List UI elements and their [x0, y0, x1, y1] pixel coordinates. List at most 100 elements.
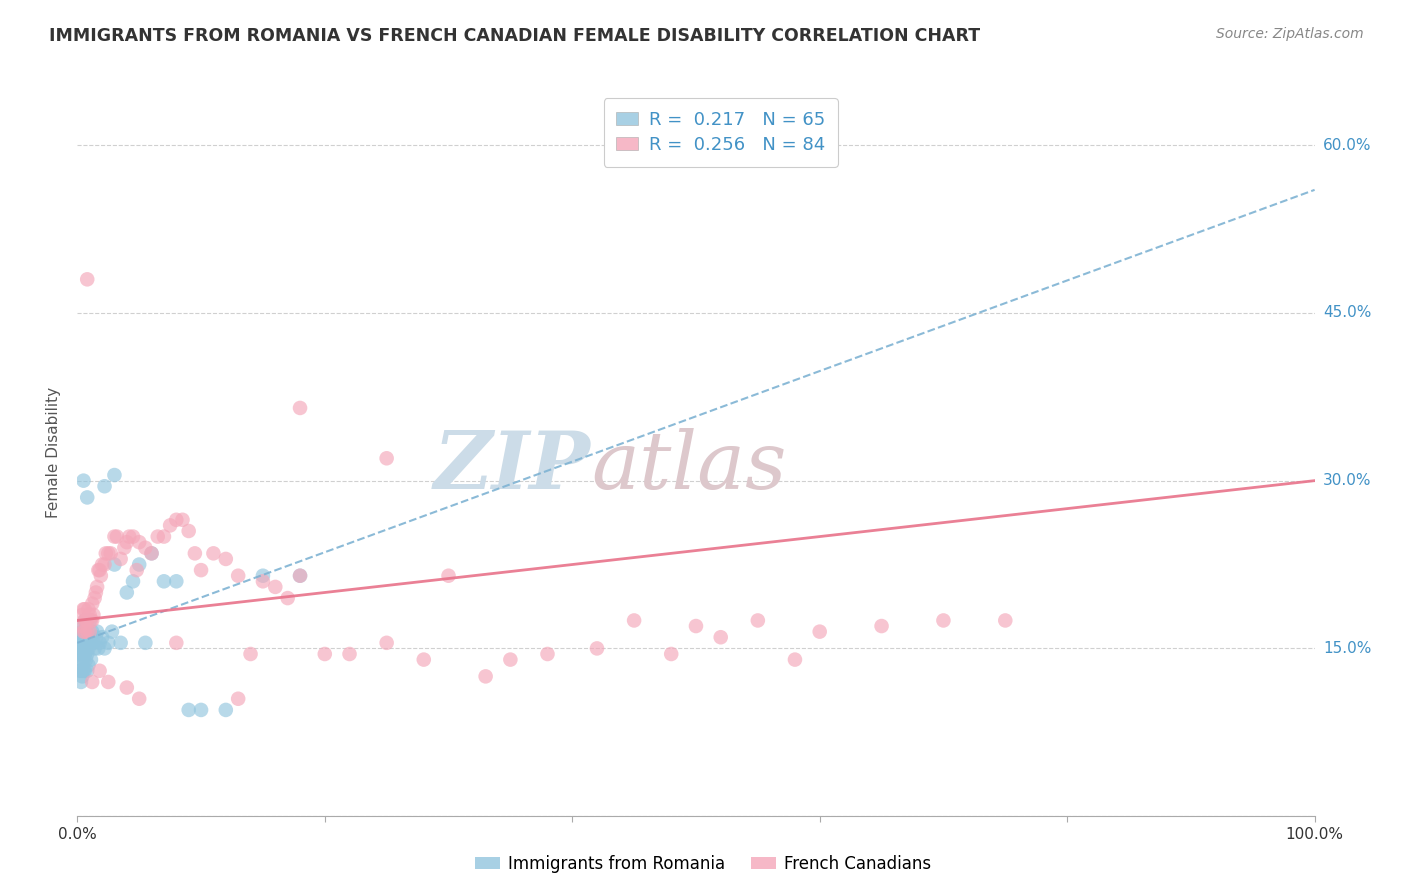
Point	[165, 636, 187, 650]
Point	[122, 574, 145, 589]
Point	[80, 636, 103, 650]
Point	[86, 624, 108, 639]
Point	[239, 647, 262, 661]
Point	[184, 546, 207, 560]
Point	[128, 691, 150, 706]
Point	[932, 614, 955, 628]
Point	[115, 681, 138, 695]
Point	[79, 614, 101, 628]
Point	[72, 607, 94, 622]
Text: ZIP: ZIP	[434, 428, 591, 506]
Point	[153, 574, 176, 589]
Point	[73, 624, 96, 639]
Point	[77, 602, 100, 616]
Point	[165, 574, 187, 589]
Point	[75, 614, 97, 628]
Point	[586, 641, 609, 656]
Point	[82, 614, 104, 628]
Point	[79, 636, 101, 650]
Point	[177, 703, 200, 717]
Point	[226, 568, 249, 582]
Point	[89, 563, 111, 577]
Point	[70, 675, 93, 690]
Point	[146, 530, 169, 544]
Point	[70, 619, 93, 633]
Point	[339, 647, 361, 661]
Point	[783, 652, 806, 666]
Point	[72, 630, 94, 644]
Point	[80, 652, 103, 666]
Point	[70, 630, 93, 644]
Point	[77, 630, 100, 644]
Point	[82, 636, 104, 650]
Point	[72, 636, 94, 650]
Point	[437, 568, 460, 582]
Point	[93, 641, 115, 656]
Text: IMMIGRANTS FROM ROMANIA VS FRENCH CANADIAN FEMALE DISABILITY CORRELATION CHART: IMMIGRANTS FROM ROMANIA VS FRENCH CANADI…	[49, 27, 980, 45]
Point	[141, 546, 163, 560]
Point	[623, 614, 645, 628]
Point	[91, 558, 114, 572]
Point	[100, 546, 122, 560]
Point	[70, 652, 93, 666]
Point	[82, 624, 104, 639]
Point	[128, 535, 150, 549]
Point	[159, 518, 181, 533]
Point	[165, 513, 187, 527]
Point	[72, 624, 94, 639]
Text: 45.0%: 45.0%	[1323, 305, 1371, 320]
Point	[288, 568, 311, 582]
Point	[97, 546, 120, 560]
Point	[808, 624, 831, 639]
Point	[125, 563, 148, 577]
Point	[72, 658, 94, 673]
Point	[685, 619, 707, 633]
Point	[72, 652, 94, 666]
Text: 30.0%: 30.0%	[1323, 473, 1371, 488]
Point	[76, 636, 98, 650]
Point	[84, 585, 107, 599]
Point	[103, 530, 125, 544]
Point	[72, 474, 94, 488]
Point	[69, 636, 91, 650]
Point	[72, 624, 94, 639]
Point	[870, 619, 893, 633]
Text: 60.0%: 60.0%	[1323, 137, 1371, 153]
Point	[112, 541, 135, 555]
Point	[82, 607, 104, 622]
Point	[73, 614, 96, 628]
Point	[172, 513, 194, 527]
Point	[89, 664, 111, 678]
Point	[101, 624, 124, 639]
Point	[75, 624, 97, 639]
Point	[288, 568, 311, 582]
Point	[73, 647, 96, 661]
Point	[288, 401, 311, 415]
Point	[252, 568, 274, 582]
Point	[87, 563, 110, 577]
Point	[499, 652, 522, 666]
Point	[73, 636, 96, 650]
Point	[94, 546, 117, 560]
Point	[122, 530, 145, 544]
Point	[710, 630, 733, 644]
Point	[93, 558, 115, 572]
Point	[82, 597, 104, 611]
Text: 15.0%: 15.0%	[1323, 641, 1371, 656]
Point	[82, 675, 104, 690]
Point	[103, 468, 125, 483]
Point	[202, 546, 225, 560]
Point	[72, 669, 94, 683]
Point	[115, 535, 138, 549]
Legend: R =  0.217   N = 65, R =  0.256   N = 84: R = 0.217 N = 65, R = 0.256 N = 84	[603, 98, 838, 167]
Point	[994, 614, 1017, 628]
Point	[76, 664, 98, 678]
Point	[115, 585, 138, 599]
Point	[412, 652, 434, 666]
Point	[76, 272, 98, 286]
Point	[226, 691, 249, 706]
Point	[97, 675, 120, 690]
Point	[77, 641, 100, 656]
Point	[76, 647, 98, 661]
Point	[134, 636, 156, 650]
